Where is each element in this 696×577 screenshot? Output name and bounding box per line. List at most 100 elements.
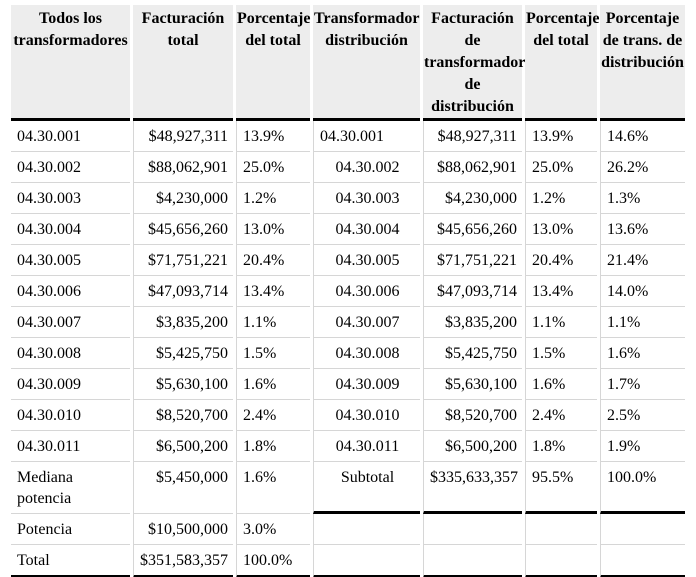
cell: 04.30.008: [313, 338, 420, 369]
cell: $10,500,000: [133, 514, 233, 545]
cell: $88,062,901: [423, 152, 522, 183]
cell: 04.30.001: [11, 121, 130, 152]
cell: 1.2%: [236, 183, 310, 214]
column-header-porcentaje-trans-distribucion: Porcentaje de trans. de distribución: [600, 5, 685, 121]
cell: Potencia: [11, 514, 130, 545]
cell: 20.4%: [525, 245, 597, 276]
cell: 1.8%: [525, 431, 597, 462]
cell: 1.6%: [525, 369, 597, 400]
cell: $71,751,221: [423, 245, 522, 276]
cell: 26.2%: [600, 152, 685, 183]
header-row: Todos los transformadores Facturación to…: [11, 5, 685, 121]
cell: 04.30.010: [313, 400, 420, 431]
cell: 13.9%: [525, 121, 597, 152]
cell: 100.0%: [236, 545, 310, 577]
cell: 1.5%: [236, 338, 310, 369]
table-row: 04.30.009 $5,630,100 1.6% 04.30.009 $5,630,1…: [11, 369, 685, 400]
cell: 14.6%: [600, 121, 685, 152]
cell: $71,751,221: [133, 245, 233, 276]
table-row: 04.30.008 $5,425,750 1.5% 04.30.008 $5,425,7…: [11, 338, 685, 369]
table-row: 04.30.006 $47,093,714 13.4% 04.30.006 $47,09…: [11, 276, 685, 307]
cell: [423, 514, 522, 545]
cell: 1.3%: [600, 183, 685, 214]
table-row: Mediana potencia $5,450,000 1.6% Subtotal $3…: [11, 462, 685, 514]
cell: $351,583,357: [133, 545, 233, 577]
cell: 2.4%: [236, 400, 310, 431]
cell: 95.5%: [525, 462, 597, 514]
column-header-porcentaje-del-total: Porcentaje del total: [236, 5, 310, 121]
cell: $4,230,000: [133, 183, 233, 214]
cell: $47,093,714: [423, 276, 522, 307]
cell: $8,520,700: [423, 400, 522, 431]
cell: 04.30.010: [11, 400, 130, 431]
cell: 1.7%: [600, 369, 685, 400]
cell: 04.30.006: [313, 276, 420, 307]
cell: 1.2%: [525, 183, 597, 214]
cell: 25.0%: [236, 152, 310, 183]
cell: $5,425,750: [133, 338, 233, 369]
cell: 04.30.005: [313, 245, 420, 276]
table-row: 04.30.004 $45,656,260 13.0% 04.30.004 $45,65…: [11, 214, 685, 245]
table-row: 04.30.002 $88,062,901 25.0% 04.30.002 $88,06…: [11, 152, 685, 183]
cell: $45,656,260: [133, 214, 233, 245]
cell: $6,500,200: [423, 431, 522, 462]
cell: 3.0%: [236, 514, 310, 545]
cell: [600, 545, 685, 577]
cell: 04.30.008: [11, 338, 130, 369]
table-row: 04.30.003 $4,230,000 1.2% 04.30.003 $4,230,0…: [11, 183, 685, 214]
cell: 04.30.009: [313, 369, 420, 400]
column-header-facturacion-transformador-distribucion: Facturación de transformador de distribu…: [423, 5, 525, 121]
table-row: 04.30.001 $48,927,311 13.9% 04.30.001 $48,92…: [11, 121, 685, 152]
cell: 04.30.002: [11, 152, 130, 183]
cell: $335,633,357: [423, 462, 522, 514]
cell: [313, 545, 420, 577]
cell: 1.6%: [600, 338, 685, 369]
table-row: Total $351,583,357 100.0%: [11, 545, 685, 577]
cell: $3,835,200: [423, 307, 522, 338]
cell: $88,062,901: [133, 152, 233, 183]
cell: $45,656,260: [423, 214, 522, 245]
table-body: 04.30.001 $48,927,311 13.9% 04.30.001 $48,92…: [11, 121, 685, 577]
cell: 1.1%: [525, 307, 597, 338]
cell: [313, 514, 420, 545]
cell: 04.30.002: [313, 152, 420, 183]
cell: $5,630,100: [133, 369, 233, 400]
transformer-billing-table: Todos los transformadores Facturación to…: [8, 5, 688, 577]
cell: 04.30.001: [313, 121, 420, 152]
cell: 04.30.005: [11, 245, 130, 276]
cell: Subtotal: [313, 462, 420, 514]
cell: 04.30.003: [313, 183, 420, 214]
cell: 13.4%: [525, 276, 597, 307]
column-header-porcentaje-del-total-2: Porcentaje del total: [525, 5, 599, 121]
cell: [525, 545, 597, 577]
cell: 1.1%: [600, 307, 685, 338]
cell: 2.5%: [600, 400, 685, 431]
cell: 13.0%: [525, 214, 597, 245]
table-row: 04.30.007 $3,835,200 1.1% 04.30.007 $3,835,2…: [11, 307, 685, 338]
cell: 1.6%: [236, 462, 310, 514]
cell: Mediana potencia: [11, 462, 130, 514]
cell: 04.30.011: [11, 431, 130, 462]
cell: 13.0%: [236, 214, 310, 245]
cell: 20.4%: [236, 245, 310, 276]
cell: 14.0%: [600, 276, 685, 307]
cell: $4,230,000: [423, 183, 522, 214]
cell: $8,520,700: [133, 400, 233, 431]
cell: 04.30.009: [11, 369, 130, 400]
table-row: 04.30.005 $71,751,221 20.4% 04.30.005 $71,75…: [11, 245, 685, 276]
cell: [423, 545, 522, 577]
cell: 21.4%: [600, 245, 685, 276]
cell: 1.9%: [600, 431, 685, 462]
cell: 04.30.007: [313, 307, 420, 338]
column-header-facturacion-total: Facturación total: [133, 5, 233, 121]
cell: 1.5%: [525, 338, 597, 369]
cell: 1.6%: [236, 369, 310, 400]
cell: [525, 514, 597, 545]
cell: $5,630,100: [423, 369, 522, 400]
cell: 2.4%: [525, 400, 597, 431]
table-row: 04.30.011 $6,500,200 1.8% 04.30.011 $6,500,2…: [11, 431, 685, 462]
cell: Total: [11, 545, 130, 577]
table-row: 04.30.010 $8,520,700 2.4% 04.30.010 $8,520,7…: [11, 400, 685, 431]
cell: 1.1%: [236, 307, 310, 338]
cell: $6,500,200: [133, 431, 233, 462]
